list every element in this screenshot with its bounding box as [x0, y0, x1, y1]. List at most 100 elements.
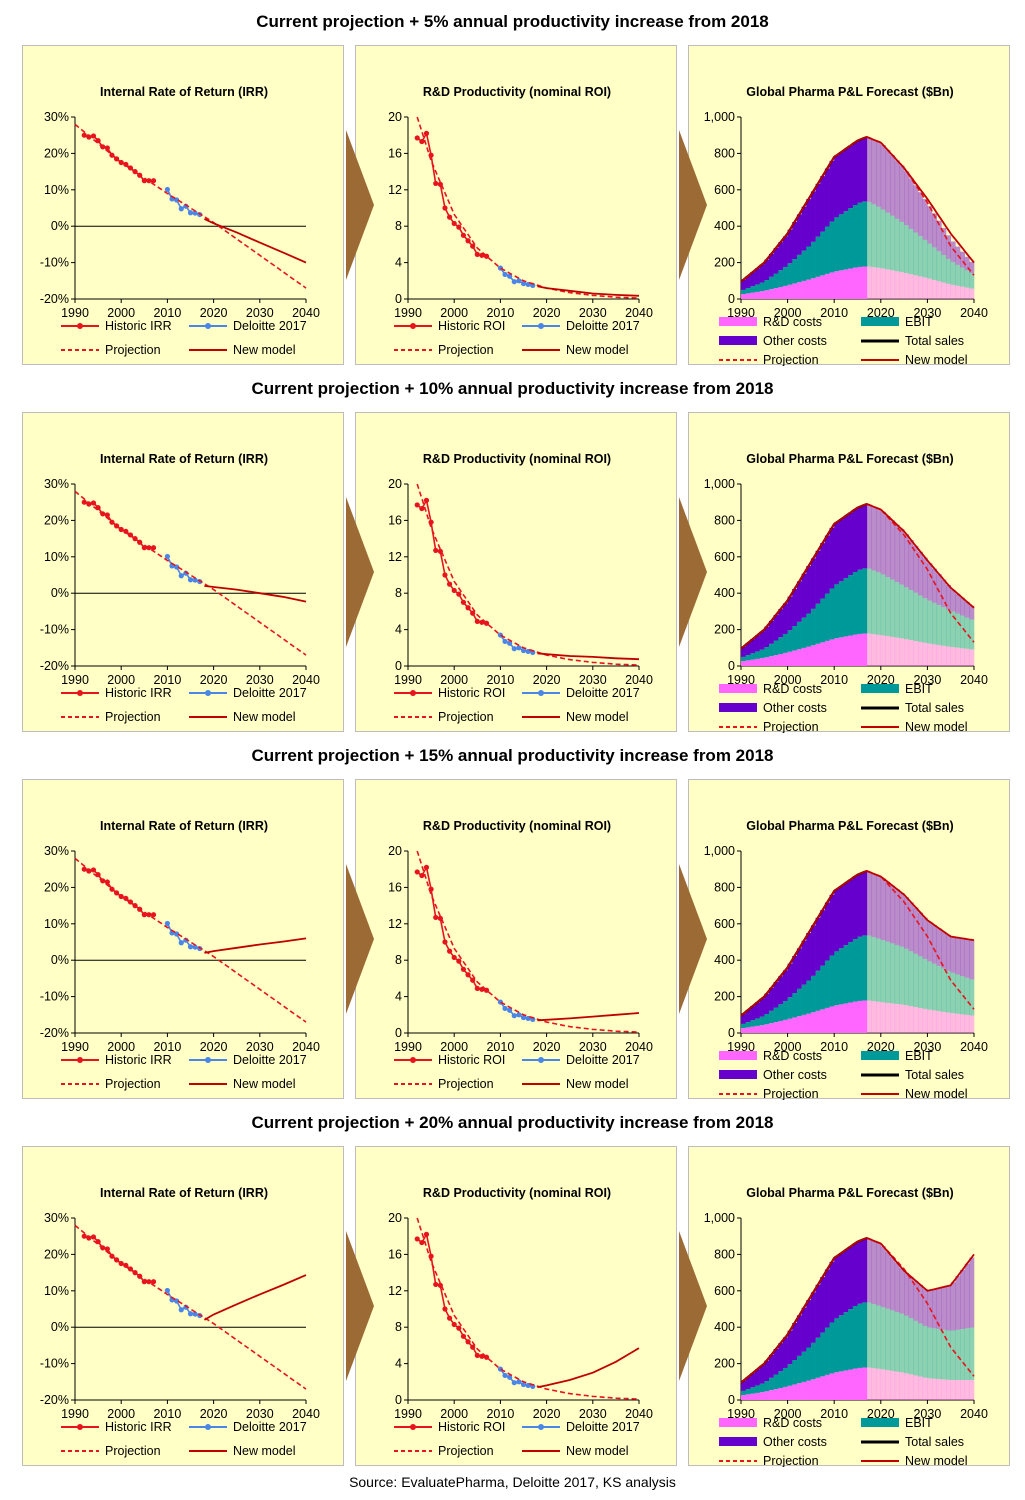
x-tick-label: 2030	[246, 1040, 274, 1054]
series-new-model	[203, 1274, 307, 1321]
x-tick-label: 2040	[625, 306, 653, 320]
series-historic	[416, 1232, 487, 1358]
x-tick-label: 2000	[774, 1040, 802, 1054]
data-point	[442, 205, 448, 211]
legend-historic: Historic IRR	[61, 686, 172, 700]
y-tick-label: 0	[728, 292, 735, 306]
y-tick-label: -10%	[40, 1357, 69, 1371]
x-tick-label: 2000	[107, 1407, 135, 1421]
x-tick-label: 2010	[486, 306, 514, 320]
legend-label: New model	[566, 343, 629, 357]
legend-new-model: New model	[861, 1454, 968, 1467]
x-tick-label: 2040	[292, 306, 320, 320]
row-title: Current projection + 15% annual producti…	[251, 746, 774, 765]
y-tick-label: 0%	[51, 1320, 69, 1334]
data-point	[511, 1380, 517, 1386]
legend-historic: Historic ROI	[394, 686, 505, 700]
data-point	[90, 867, 97, 873]
flow-arrow-icon	[679, 497, 707, 647]
y-tick-label: 400	[714, 953, 735, 967]
axes	[71, 1217, 307, 1404]
series-historic	[416, 131, 487, 257]
legend-rd-costs: R&D costs	[719, 1416, 822, 1430]
axes	[404, 483, 640, 670]
y-tick-label: 600	[714, 183, 735, 197]
legend-label: Projection	[763, 1087, 819, 1100]
y-tick-label: -10%	[40, 623, 69, 637]
x-tick-label: 2000	[107, 673, 135, 687]
x-tick-label: 2040	[960, 306, 988, 320]
flow-arrow-icon	[346, 130, 374, 280]
data-point	[516, 1012, 522, 1018]
data-point	[187, 577, 194, 583]
data-point	[86, 134, 92, 140]
data-point	[456, 1325, 462, 1331]
legend-label: Historic ROI	[438, 1053, 505, 1067]
y-tick-label: 8	[395, 953, 402, 967]
x-tick-label: 2030	[246, 1407, 274, 1421]
legend-new-model: New model	[189, 1077, 296, 1091]
data-point	[86, 1235, 92, 1241]
legend-projection: Projection	[394, 343, 494, 357]
x-tick-label: 2020	[867, 673, 895, 687]
legend-label: Historic IRR	[105, 319, 172, 333]
y-tick-label: 600	[714, 917, 735, 931]
y-tick-label: 16	[388, 513, 402, 527]
legend-label: EBIT	[905, 682, 933, 696]
x-tick-label: 2020	[200, 673, 228, 687]
chart-title: Global Pharma P&L Forecast ($Bn)	[746, 1186, 953, 1200]
y-tick-label: 1,000	[704, 844, 735, 858]
chart-title: Global Pharma P&L Forecast ($Bn)	[746, 85, 953, 99]
data-point	[465, 238, 471, 244]
y-tick-label: 10%	[44, 1284, 69, 1298]
x-tick-label: 2040	[625, 673, 653, 687]
legend-new-model: New model	[861, 1087, 968, 1100]
data-point	[178, 206, 184, 212]
pl-forecast-chart-panel: Global Pharma P&L Forecast ($Bn) 0 200 400 6…	[688, 412, 1010, 733]
chart-title: R&D Productivity (nominal ROI)	[423, 1186, 611, 1200]
legend-label: Deloitte 2017	[233, 1053, 307, 1067]
legend-new-model: New model	[861, 353, 968, 366]
x-tick-label: 2030	[913, 1040, 941, 1054]
y-tick-label: 4	[395, 256, 402, 270]
data-point	[446, 214, 453, 220]
axes	[71, 483, 307, 670]
y-tick-label: 4	[395, 623, 402, 637]
x-tick-label: 2030	[579, 1040, 607, 1054]
data-point	[104, 145, 110, 151]
stacked-area	[741, 137, 975, 299]
pl-forecast-chart-panel: Global Pharma P&L Forecast ($Bn) 0 200 400 6…	[688, 1146, 1010, 1467]
data-point	[433, 180, 439, 187]
data-point	[442, 1306, 448, 1312]
legend-label: Historic IRR	[105, 1053, 172, 1067]
data-point	[465, 605, 471, 611]
legend-new-model: New model	[522, 1444, 629, 1458]
y-tick-label: -20%	[40, 1026, 69, 1040]
rd-productivity-chart-panel: R&D Productivity (nominal ROI) 0 4 8 12 16 20 1…	[355, 779, 677, 1099]
stacked-area	[741, 504, 975, 666]
legend-deloitte: Deloitte 2017	[189, 1053, 307, 1067]
y-tick-label: 16	[388, 146, 402, 160]
x-tick-label: 2030	[913, 673, 941, 687]
x-tick-label: 2010	[486, 1407, 514, 1421]
legend-label: EBIT	[905, 1049, 933, 1063]
data-point	[419, 505, 425, 512]
data-point	[164, 553, 170, 560]
data-point	[174, 564, 180, 570]
legend-rd-costs: R&D costs	[719, 682, 822, 696]
y-tick-label: 8	[395, 1320, 402, 1334]
legend-label: R&D costs	[763, 315, 822, 329]
x-tick-label: 2010	[153, 1407, 181, 1421]
x-tick-label: 1990	[727, 673, 755, 687]
flow-arrow-icon	[679, 130, 707, 280]
data-point	[460, 966, 467, 972]
series-new-model	[204, 218, 307, 264]
data-point	[520, 1014, 527, 1021]
series-projection	[416, 116, 640, 299]
data-point	[474, 251, 480, 258]
legend-label: New model	[233, 710, 296, 724]
y-tick-label: 12	[388, 1284, 402, 1298]
chart-svg: Internal Rate of Return (IRR) -20% -10% 0% 1…	[40, 85, 320, 357]
legend-label: Other costs	[763, 701, 827, 715]
